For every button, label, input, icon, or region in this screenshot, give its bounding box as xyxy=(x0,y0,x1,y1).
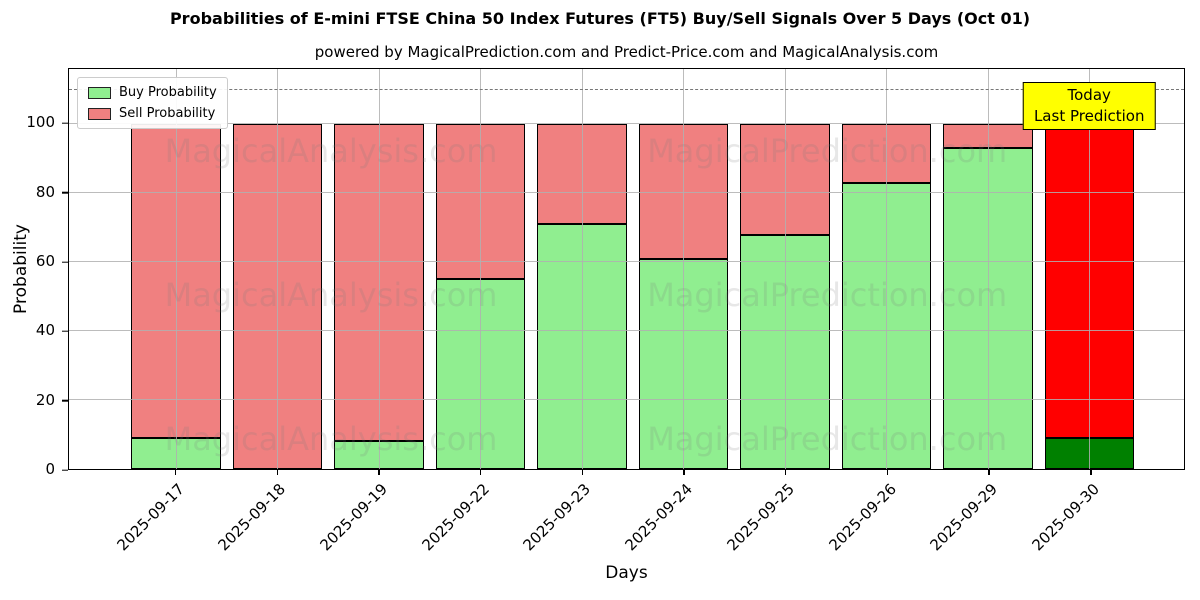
legend-label-buy: Buy Probability xyxy=(119,85,217,100)
chart-subtitle: powered by MagicalPrediction.com and Pre… xyxy=(314,43,939,61)
x-tick-cell: 2025-09-26 xyxy=(825,470,932,590)
y-tick-label: 0 xyxy=(45,460,55,479)
x-tick-cell: 2025-09-30 xyxy=(1029,470,1135,590)
buy-swatch-icon xyxy=(88,86,111,99)
bar-2025-09-22 xyxy=(435,69,525,469)
buy-bar-segment xyxy=(638,258,728,469)
y-tick-mark xyxy=(62,122,68,125)
x-tick-mark xyxy=(886,470,889,475)
x-tick-mark xyxy=(988,470,990,475)
bar-2025-09-19 xyxy=(334,69,424,469)
sell-bar-segment xyxy=(638,124,728,259)
x-tick-cell: 2025-09-25 xyxy=(723,470,830,590)
chart-title: Probabilities of E-mini FTSE China 50 In… xyxy=(169,9,1031,28)
y-tick-mark xyxy=(62,400,68,402)
sell-bar-segment xyxy=(943,124,1033,149)
x-tick-mark xyxy=(581,470,584,475)
legend-item-buy: Buy Probability xyxy=(88,85,217,100)
bar-2025-09-26 xyxy=(841,69,931,469)
y-tick-label: 40 xyxy=(35,321,55,340)
x-tick-label: 2025-09-23 xyxy=(520,480,595,555)
annotation-line2: Last Prediction xyxy=(1033,107,1145,125)
y-tick-label: 80 xyxy=(35,182,55,201)
y-tick-mark xyxy=(62,192,68,194)
x-tick-cell: 2025-09-29 xyxy=(927,470,1034,590)
x-tick-label: 2025-09-30 xyxy=(1028,480,1103,555)
bar-2025-09-23 xyxy=(537,69,627,469)
today-annotation: Today Last Prediction xyxy=(1022,82,1156,130)
sell-bar-segment xyxy=(334,124,424,442)
sell-bar-segment xyxy=(537,124,627,225)
threshold-dashed-line xyxy=(69,88,1184,90)
y-axis-ticks: 0 20 40 60 80 100 xyxy=(0,68,68,478)
x-axis-label: Days xyxy=(605,563,648,583)
x-tick-cell: 2025-09-24 xyxy=(622,470,729,590)
x-tick-cell: 2025-09-23 xyxy=(520,470,627,590)
x-tick-mark xyxy=(378,470,380,475)
y-tick-label: 20 xyxy=(35,390,55,409)
x-tick-label: 2025-09-18 xyxy=(214,480,290,555)
buy-bar-segment xyxy=(1044,437,1134,469)
x-tick-label: 2025-09-29 xyxy=(926,480,1002,555)
x-tick-cell: 2025-09-19 xyxy=(317,470,423,590)
y-tick-mark xyxy=(62,469,68,471)
sell-bar-segment xyxy=(232,124,322,469)
x-tick-label: 2025-09-26 xyxy=(825,480,900,555)
bars-layer xyxy=(69,69,1184,469)
sell-bar-segment xyxy=(131,124,221,438)
y-tick-mark xyxy=(62,330,68,333)
buy-bar-segment xyxy=(943,148,1033,469)
annotation-line1: Today xyxy=(1067,86,1111,104)
x-tick-cell: 2025-09-22 xyxy=(418,470,525,590)
x-tick-cell: 2025-09-17 xyxy=(113,470,220,590)
sell-bar-segment xyxy=(740,124,830,235)
x-axis-ticks: 2025-09-17 2025-09-18 2025-09-19 2025-09-22… xyxy=(68,470,1185,590)
buy-bar-segment xyxy=(334,441,424,469)
legend: Buy Probability Sell Probability xyxy=(77,77,228,129)
plot-area: MagicalAnalysis.comMagicalPrediction.com… xyxy=(68,68,1185,470)
sell-bar-segment xyxy=(841,124,931,183)
x-tick-label: 2025-09-22 xyxy=(418,480,493,555)
x-tick-label: 2025-09-17 xyxy=(113,480,188,555)
x-tick-mark xyxy=(683,470,685,475)
buy-bar-segment xyxy=(841,182,931,469)
bar-2025-09-25 xyxy=(740,69,830,469)
buy-bar-segment xyxy=(131,437,221,469)
sell-bar-segment xyxy=(435,124,525,280)
bar-2025-09-24 xyxy=(638,69,728,469)
y-tick-label: 100 xyxy=(26,113,55,132)
legend-item-sell: Sell Probability xyxy=(88,106,217,121)
bar-2025-09-29 xyxy=(943,69,1033,469)
buy-bar-segment xyxy=(435,279,525,469)
bar-2025-09-18 xyxy=(232,69,322,469)
x-tick-mark xyxy=(479,470,482,475)
sell-swatch-icon xyxy=(88,107,111,120)
buy-bar-segment xyxy=(740,234,830,469)
y-tick-label: 60 xyxy=(35,252,55,271)
buy-bar-segment xyxy=(537,224,627,469)
x-tick-mark xyxy=(1090,470,1092,475)
bar-2025-09-17 xyxy=(131,69,221,469)
x-tick-mark xyxy=(276,470,278,475)
x-tick-label: 2025-09-19 xyxy=(316,480,391,555)
y-tick-mark xyxy=(62,261,68,263)
legend-label-sell: Sell Probability xyxy=(119,106,216,121)
x-tick-cell: 2025-09-18 xyxy=(215,470,322,590)
x-tick-label: 2025-09-24 xyxy=(621,480,697,555)
x-tick-label: 2025-09-25 xyxy=(723,480,798,555)
sell-bar-segment xyxy=(1044,124,1134,438)
x-tick-mark xyxy=(174,470,177,475)
x-tick-mark xyxy=(785,470,787,475)
